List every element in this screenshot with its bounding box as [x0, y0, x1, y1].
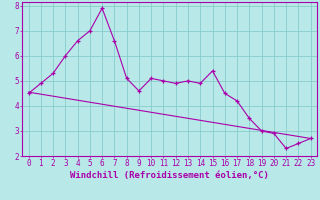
X-axis label: Windchill (Refroidissement éolien,°C): Windchill (Refroidissement éolien,°C) — [70, 171, 269, 180]
